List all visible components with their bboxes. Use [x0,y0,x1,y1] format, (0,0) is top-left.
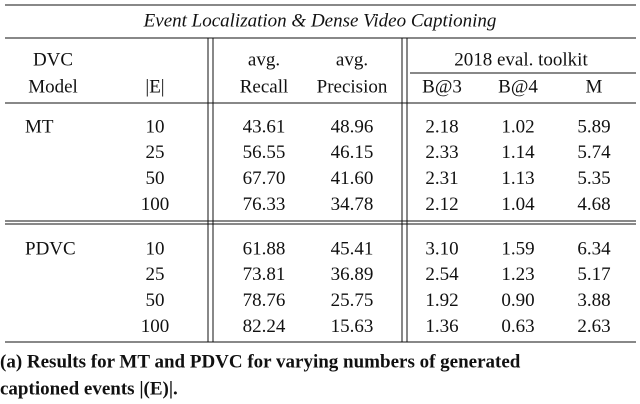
header-cell: Precision [317,76,388,97]
table-cell: 1.14 [501,142,535,163]
table-cell: 25.75 [331,290,374,311]
table-cell: 1.13 [501,168,534,189]
table-cell: 3.88 [577,290,610,311]
table-cell: 3.10 [425,238,458,259]
table-cell: 48.96 [331,116,374,137]
table-cell: 78.76 [243,290,286,311]
header-cell: B@3 [422,76,462,97]
table-cell: 34.78 [331,194,374,215]
table-cell: 100 [141,316,170,337]
table-cell: 2.12 [425,194,458,215]
table-title: Event Localization & Dense Video Caption… [143,10,497,31]
table-cell: 1.36 [425,316,458,337]
table-cell: 5.89 [577,116,610,137]
header-cell: avg. [336,49,368,70]
header-cell: avg. [248,49,280,70]
table-cell: 0.63 [501,316,534,337]
table-cell: 0.90 [501,290,534,311]
table-cell: 1.92 [425,290,458,311]
table-cell: 2.33 [425,142,458,163]
table-cell: 50 [146,290,165,311]
table-cell: 2.54 [425,264,459,285]
header-cell: 2018 eval. toolkit [454,49,588,70]
table-cell: 45.41 [331,238,374,259]
table-cell: 5.74 [577,142,611,163]
table-cell: 1.02 [501,116,534,137]
table-cell: 5.35 [577,168,610,189]
header-cell: Model [28,76,78,97]
table-cell: 73.81 [243,264,286,285]
table-cell: 76.33 [243,194,286,215]
header-cell: |E| [145,76,164,97]
header-cell: M [586,76,603,97]
table-cell: 2.18 [425,116,458,137]
header-cell: DVC [33,49,73,70]
table-cell: 61.88 [243,238,286,259]
table-cell: 10 [146,238,165,259]
table-cell: 2.63 [577,316,610,337]
table-cell: 10 [146,116,165,137]
header-cell: B@4 [498,76,538,97]
table-cell: 4.68 [577,194,610,215]
table-cell: 6.34 [577,238,611,259]
table-cell: 15.63 [331,316,374,337]
table-cell: 82.24 [243,316,286,337]
model-name: PDVC [25,238,76,259]
table-cell: 1.23 [501,264,534,285]
table-cell: 5.17 [577,264,610,285]
caption: (a) Results for MT and PDVC for varying … [0,351,521,372]
caption: captioned events |(E)|. [0,378,178,399]
table-cell: 1.59 [501,238,534,259]
table-cell: 56.55 [243,142,286,163]
model-name: MT [25,116,54,137]
table-cell: 1.04 [501,194,535,215]
header-cell: Recall [240,76,289,97]
table-cell: 67.70 [243,168,286,189]
table-cell: 46.15 [331,142,374,163]
table-cell: 25 [146,264,165,285]
table-cell: 50 [146,168,165,189]
table-cell: 36.89 [331,264,374,285]
table-cell: 2.31 [425,168,458,189]
table-cell: 43.61 [243,116,286,137]
table-cell: 25 [146,142,165,163]
table-cell: 41.60 [331,168,374,189]
table-cell: 100 [141,194,170,215]
